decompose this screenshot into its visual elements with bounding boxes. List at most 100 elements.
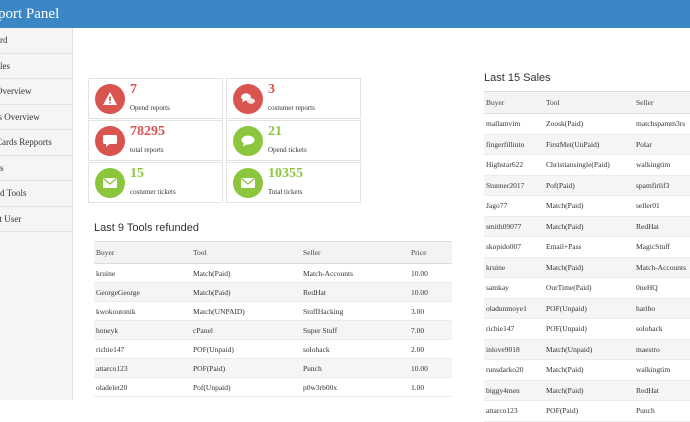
table-row[interactable]: attarco123 POF(Paid) Punch 10.00 — [94, 358, 452, 378]
table-cell: 7.00 — [409, 320, 452, 340]
table-cell: Punch — [301, 358, 409, 378]
table-cell: Match(UNPAID) — [191, 301, 301, 321]
table-row[interactable]: Stunner2017 Pof(Paid) spamfirlif3 — [484, 175, 690, 196]
table-cell: runsdarko20 — [484, 359, 544, 381]
sidebar-item-refunded-tools[interactable]: ed Tools — [0, 181, 72, 207]
stat-label: Opend tickets — [268, 146, 307, 154]
table-row[interactable]: Jago77 Match(Paid) seller01 — [484, 195, 690, 217]
table-row[interactable]: kwokoutonik Match(UNPAID) StuffHacking 3.00 — [94, 301, 452, 321]
stat-value: 3 — [268, 82, 275, 97]
table-row[interactable]: skopido007 Email+Pass MagicStuff — [484, 236, 690, 258]
table-row[interactable]: fingerfillinto FirstMet(UnPaid) Polar — [484, 134, 690, 155]
table-cell: Stunner2017 — [484, 175, 544, 196]
table-row[interactable]: oladunmoye1 POF(Unpaid) haribo — [484, 298, 690, 319]
table-cell: Highstar622 — [484, 154, 544, 176]
column-header-price[interactable]: Price — [409, 241, 452, 264]
table-cell: oladelet20 — [94, 377, 191, 397]
table-cell: Match(Paid) — [544, 359, 634, 381]
table-row[interactable]: inlove9018 Match(Unpaid) maestro — [484, 339, 690, 360]
envelope-icon — [233, 168, 263, 198]
sidebar-item-sales[interactable]: ales — [0, 54, 72, 79]
table-cell: 3.00 — [409, 301, 452, 321]
table-row[interactable]: GeorgeGeorge Match(Paid) RedHat 10.00 — [94, 282, 452, 302]
table-cell: seller01 — [634, 195, 690, 217]
table-cell: haribo — [634, 298, 690, 319]
stat-value: 7 — [130, 82, 137, 97]
table-cell: Match(Paid) — [191, 282, 301, 302]
stat-label: Opend reports — [130, 104, 170, 112]
table-cell: StuffHacking — [301, 301, 409, 321]
table-row[interactable]: richie147 POF(Unpaid) solohack — [484, 318, 690, 340]
column-header-buyer[interactable]: Buyer — [94, 241, 191, 264]
table-cell: Email+Pass — [544, 236, 634, 258]
column-header-tool[interactable]: Tool — [544, 91, 634, 114]
table-cell: Pof(Paid) — [544, 175, 634, 196]
table-cell: kwokoutonik — [94, 301, 191, 321]
table-cell: fingerfillinto — [484, 134, 544, 155]
table-row[interactable]: oladelet20 Pof(Unpaid) p0w3rb00x 1.00 — [94, 377, 452, 397]
table-cell: POF(Unpaid) — [544, 298, 634, 319]
sidebar-item-label: ales — [0, 60, 10, 71]
chat-icon — [233, 126, 263, 156]
table-row[interactable]: attarco123 POF(Paid) Punch — [484, 400, 690, 422]
sidebar-item-last-user[interactable]: st User — [0, 207, 72, 232]
table-cell: p0w3rb00x — [301, 377, 409, 397]
table-cell: attarco123 — [484, 400, 544, 422]
table-cell: 10.00 — [409, 282, 452, 302]
column-header-buyer[interactable]: Buyer — [484, 91, 544, 114]
table-cell: MagicStuff — [634, 236, 690, 258]
table-row[interactable]: honeyk cPanel Super Stuff 7.00 — [94, 320, 452, 340]
sidebar-item-dashboard[interactable]: ard — [0, 28, 72, 54]
column-header-seller[interactable]: Seller — [634, 91, 690, 114]
table-cell: FirstMet(UnPaid) — [544, 134, 634, 155]
table-cell: solohack — [634, 318, 690, 340]
table-cell: RedHat — [634, 216, 690, 237]
sidebar-item-es[interactable]: es — [0, 156, 72, 181]
sidebar-item-reports-overview[interactable]: ts Overview — [0, 105, 72, 130]
table-cell: Polar — [634, 134, 690, 155]
warning-icon — [95, 84, 125, 114]
stat-label: costumer tickets — [130, 188, 176, 196]
table-cell: maestro — [634, 339, 690, 360]
column-header-seller[interactable]: Seller — [301, 241, 409, 264]
table-row[interactable]: smith09077 Match(Paid) RedHat — [484, 216, 690, 237]
table-cell: Match(Paid) — [544, 216, 634, 237]
table-cell: 10.00 — [409, 263, 452, 283]
app-title: port Panel — [0, 6, 60, 22]
table-cell: 2.00 — [409, 339, 452, 359]
table-cell: Match(Unpaid) — [544, 339, 634, 360]
table-row[interactable]: mallamvim Zoosk(Paid) matchspamm3rs — [484, 113, 690, 135]
table-cell: RedHat — [301, 282, 409, 302]
sidebar-item-label: Overview — [0, 86, 32, 96]
table-row[interactable]: runsdarko20 Match(Paid) walkingtim — [484, 359, 690, 381]
table-row[interactable]: Highstar622 Christiansingle(Paid) walkingt… — [484, 154, 690, 176]
table-cell: kruine — [484, 257, 544, 278]
table-cell: honeyk — [94, 320, 191, 340]
table-cell: Match-Accounts — [634, 257, 690, 278]
sidebar: ard ales Overview ts Overview Cards Repp… — [0, 28, 73, 400]
stat-card-opend-tickets: 21 Opend tickets — [226, 120, 361, 161]
table-row[interactable]: kruine Match(Paid) Match-Accounts — [484, 257, 690, 278]
table-row[interactable]: kruine Match(Paid) Match-Accounts 10.00 — [94, 263, 452, 283]
table-cell: biggy4men — [484, 380, 544, 401]
table-cell: spamfirlif3 — [634, 175, 690, 196]
refunded-section-title: Last 9 Tools refunded — [94, 222, 199, 234]
table-cell: Match(Paid) — [544, 195, 634, 217]
table-row[interactable]: biggy4men Match(Paid) RedHat — [484, 380, 690, 401]
table-cell: Match-Accounts — [301, 263, 409, 283]
table-cell: POF(Unpaid) — [191, 339, 301, 359]
sidebar-item-cards-repports[interactable]: Cards Repports — [0, 130, 72, 156]
table-cell: RedHat — [634, 380, 690, 401]
table-row[interactable]: samkay OurTime(Paid) 0neHQ — [484, 277, 690, 299]
sidebar-item-label: ard — [0, 35, 8, 45]
table-cell: inlove9018 — [484, 339, 544, 360]
column-header-tool[interactable]: Tool — [191, 241, 301, 264]
sidebar-item-overview[interactable]: Overview — [0, 79, 72, 105]
sidebar-item-label: es — [0, 162, 4, 173]
stat-card-costumer-tickets: 15 costumer tickets — [88, 162, 223, 203]
table-cell: Zoosk(Paid) — [544, 113, 634, 135]
top-header-bar: port Panel — [0, 0, 690, 28]
table-row[interactable]: richie147 POF(Unpaid) solohack 2.00 — [94, 339, 452, 359]
stat-card-opend-reports: 7 Opend reports — [88, 78, 223, 119]
table-cell: 10.00 — [409, 358, 452, 378]
